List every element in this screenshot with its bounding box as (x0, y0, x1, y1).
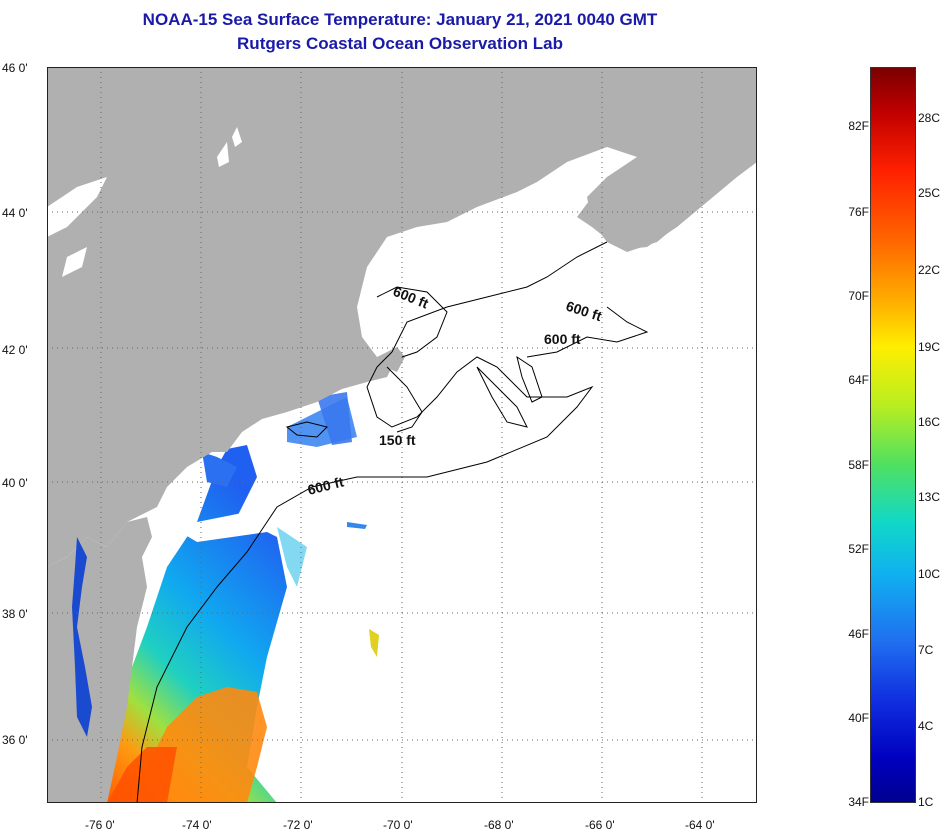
lon-label-64: -64 0' (685, 818, 715, 832)
lon-label-70: -70 0' (383, 818, 413, 832)
cb-f-34: 34F (848, 795, 869, 809)
lat-label-46: 46 0' (2, 61, 28, 75)
cb-f-52: 52F (848, 542, 869, 556)
cb-c-4: 4C (918, 719, 934, 733)
cb-c-13: 13C (918, 490, 941, 504)
cb-f-40: 40F (848, 711, 869, 725)
map-title: NOAA-15 Sea Surface Temperature: January… (142, 10, 658, 29)
lon-label-66: -66 0' (585, 818, 615, 832)
land (47, 67, 757, 803)
cb-f-64: 64F (848, 373, 869, 387)
lat-label-42: 42 0' (2, 343, 28, 357)
contour-label-600ft-c: 600 ft (544, 331, 581, 347)
cb-c-22: 22C (918, 263, 941, 277)
temperature-colorbar (870, 67, 916, 803)
lon-label-72: -72 0' (283, 818, 313, 832)
cb-c-28: 28C (918, 111, 941, 125)
lat-label-38: 38 0' (2, 607, 28, 621)
cb-c-1: 1C (918, 795, 934, 809)
cb-f-76: 76F (848, 205, 869, 219)
cb-c-25: 25C (918, 186, 941, 200)
map-frame (47, 67, 757, 803)
contour-label-150ft: 150 ft (379, 432, 416, 448)
cb-f-58: 58F (848, 458, 869, 472)
lat-label-44: 44 0' (2, 206, 28, 220)
cb-c-10: 10C (918, 567, 941, 581)
sst-map: 600 ft 600 ft 600 ft 150 ft 600 ft (47, 67, 757, 803)
cb-c-16: 16C (918, 415, 941, 429)
lat-label-36: 36 0' (2, 733, 28, 747)
lon-label-68: -68 0' (484, 818, 514, 832)
cb-c-7: 7C (918, 643, 934, 657)
bathymetry-contours (136, 241, 649, 803)
cb-f-70: 70F (848, 289, 869, 303)
cb-c-19: 19C (918, 340, 941, 354)
map-subtitle: Rutgers Coastal Ocean Observation Lab (237, 34, 563, 53)
inland-water (47, 127, 267, 737)
lat-label-40: 40 0' (2, 476, 28, 490)
lon-label-76: -76 0' (85, 818, 115, 832)
lon-label-74: -74 0' (182, 818, 212, 832)
cb-f-82: 82F (848, 119, 869, 133)
graticule (47, 67, 757, 803)
cb-f-46: 46F (848, 627, 869, 641)
